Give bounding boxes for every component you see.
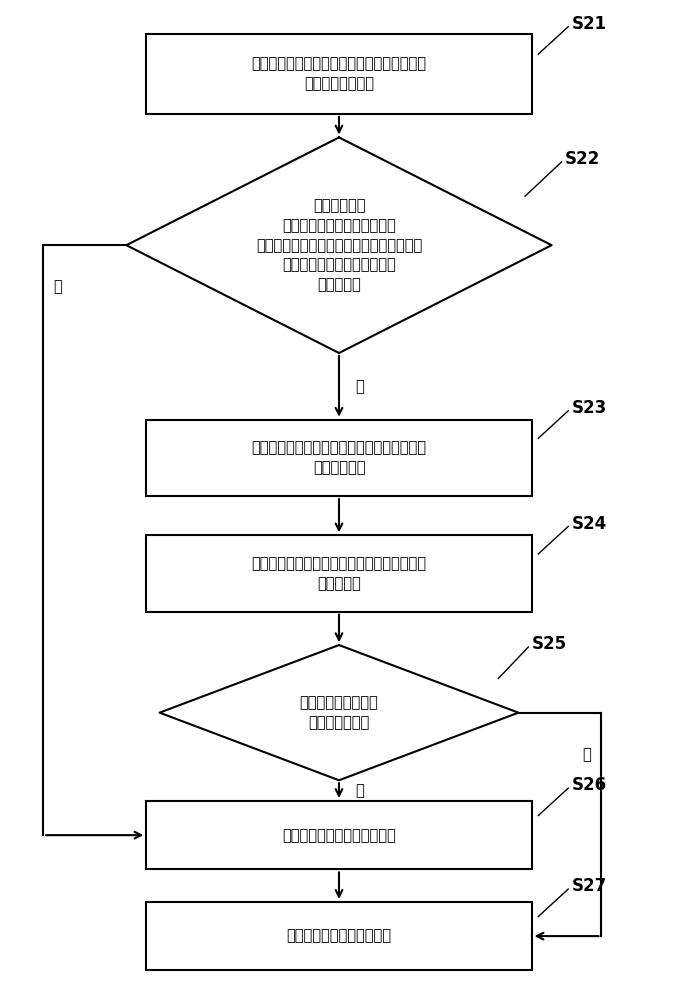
Text: 确定用户当前处于听课状态: 确定用户当前处于听课状态	[287, 929, 391, 944]
Bar	[146, 535, 532, 612]
Text: S26: S26	[572, 776, 607, 794]
Text: S21: S21	[572, 15, 607, 33]
Text: S27: S27	[572, 877, 607, 895]
Text: 是: 是	[355, 379, 364, 394]
Bar	[146, 34, 532, 114]
Text: S24: S24	[572, 515, 607, 533]
Text: 记录检测到至少两个操作手势中第一个操作手
势的第二时间: 记录检测到至少两个操作手势中第一个操作手 势的第二时间	[252, 440, 426, 475]
Bar	[146, 902, 532, 970]
Text: 当检测到用户
在学生端上执行至少两个操作
手势时，判断每两个相邻的操作手势之间的
时间间隔是否均小于或等于预
设时间间隔: 当检测到用户 在学生端上执行至少两个操作 手势时，判断每两个相邻的操作手势之间的…	[256, 198, 422, 292]
Text: 判断上述时间差是否
大于预设时间差: 判断上述时间差是否 大于预设时间差	[300, 695, 378, 730]
Text: 确定用户当前处于未听课状态: 确定用户当前处于未听课状态	[282, 828, 396, 843]
Text: S23: S23	[572, 399, 607, 417]
Text: 否: 否	[54, 279, 62, 294]
Text: 计算第一时间和第一个操作手势的第二时间之
间的时间差: 计算第一时间和第一个操作手势的第二时间之 间的时间差	[252, 556, 426, 591]
Text: 是: 是	[355, 783, 364, 798]
Bar	[146, 420, 532, 496]
Text: 否: 否	[582, 747, 591, 762]
Text: S22: S22	[565, 150, 600, 168]
Text: 接收来自教师端的互动指令，并记录接收到互
动指令的第一时间: 接收来自教师端的互动指令，并记录接收到互 动指令的第一时间	[252, 56, 426, 91]
Bar	[146, 801, 532, 869]
Text: S25: S25	[532, 635, 567, 653]
